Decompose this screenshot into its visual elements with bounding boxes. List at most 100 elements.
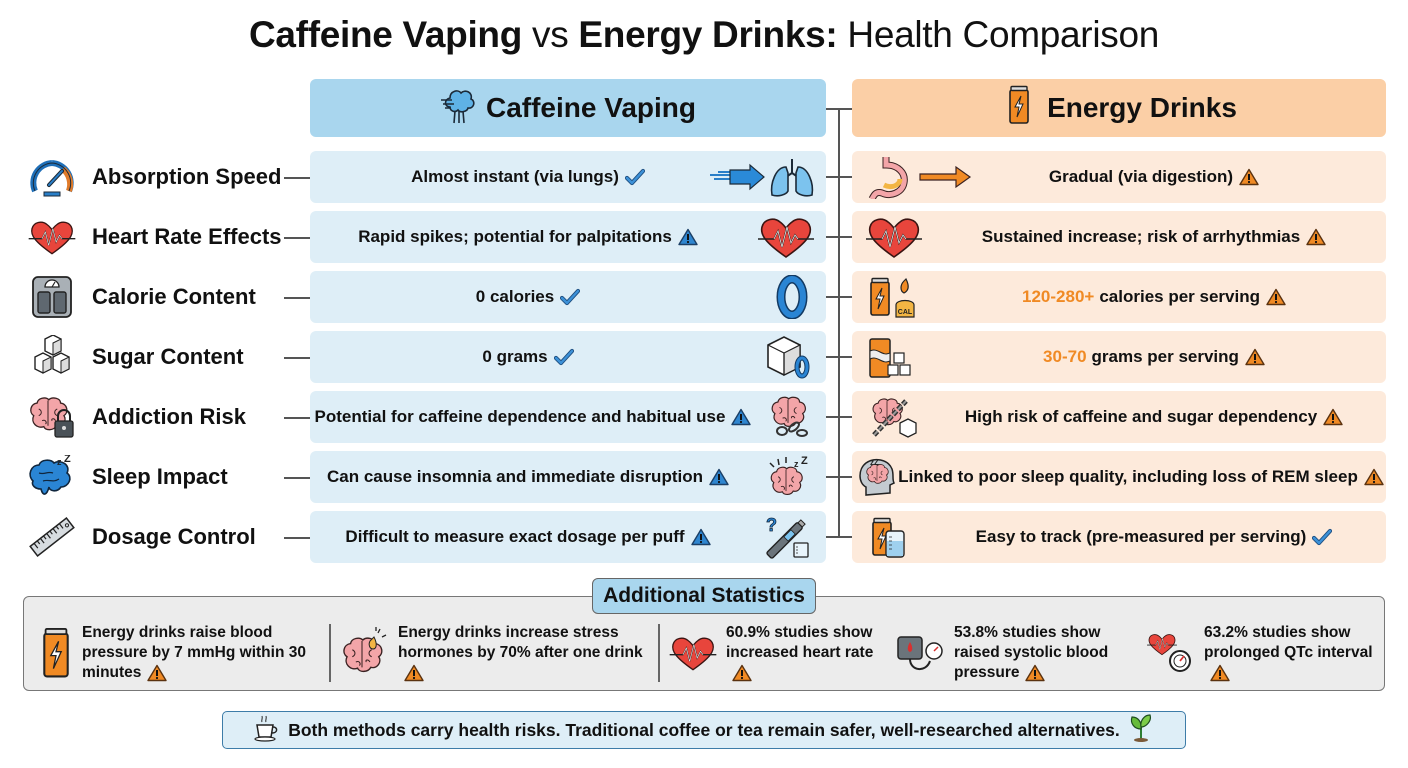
vape-dosage-cell: Difficult to measure exact dosage per pu… [310,511,826,563]
ruler-icon [24,514,80,560]
vape-absorption-cell: Almost instant (via lungs) [310,151,826,203]
brain-chain-sugar-icon [864,395,924,439]
connector-tick [826,236,852,238]
row-connector [284,237,310,239]
drink-sugar-cell: 30-70 grams per serving [852,331,1386,383]
vape-pen-question-icon: ? [756,515,816,559]
row-connector [284,297,310,299]
vape-sleep-cell: Can cause insomnia and immediate disrupt… [310,451,826,503]
vape-addiction-cell: Potential for caffeine dependence and ha… [310,391,826,443]
stat-qtc-interval: 63.2% studies show prolonged QTc interva… [1146,620,1386,686]
connector-tick [826,356,852,358]
title-health-comparison: Health Comparison [837,14,1160,55]
vapor-cloud-icon [440,85,476,132]
column-header-energy-drinks: Energy Drinks [852,79,1386,137]
cell-text: Almost instant (via lungs) [411,167,619,186]
stat-text: 53.8% studies show raised systolic blood… [954,623,1146,683]
drink-addiction-cell: High risk of caffeine and sugar dependen… [852,391,1386,443]
can-measuring-cup-icon [864,515,924,559]
stat-stress-hormones: Energy drinks increase stress hormones b… [340,620,650,686]
warning-icon [1245,348,1265,366]
title-vs: vs [522,14,579,55]
svg-text:z: z [794,459,799,469]
calorie-range: 120-280+ [1022,287,1095,306]
row-label-text: Calorie Content [92,284,256,309]
drink-heart-rate-cell: Sustained increase; risk of arrhythmias [852,211,1386,263]
row-label-text: Heart Rate Effects [92,224,282,249]
row-label-absorption-speed: Absorption Speed [24,151,314,203]
cell-text: Potential for caffeine dependence and ha… [314,407,726,426]
can-calories-icon: CAL [864,275,924,319]
connector-tick [826,476,852,478]
stat-systolic-pressure: 53.8% studies show raised systolic blood… [896,620,1146,686]
svg-text:?: ? [766,515,777,535]
warning-icon [732,664,752,682]
warning-icon [1364,468,1384,486]
stat-text: Energy drinks raise blood pressure by 7 … [82,623,323,683]
title-vaping: Caffeine Vaping [248,14,523,55]
footer-text: Both methods carry health risks. Traditi… [288,719,1120,740]
heart-pulse-icon [24,214,80,260]
cell-text: 0 grams [482,347,548,366]
cell-text: Can cause insomnia and immediate disrupt… [327,467,703,486]
vape-heart-rate-cell: Rapid spikes; potential for palpitations [310,211,826,263]
warning-icon [147,664,167,682]
stat-divider [658,624,660,682]
stat-text-content: 63.2% studies show prolonged QTc interva… [1204,624,1373,661]
drink-dosage-cell: Easy to track (pre-measured per serving) [852,511,1386,563]
row-label-heart-rate-effects: Heart Rate Effects [24,211,314,263]
warning-icon [709,468,729,486]
brain-lock-icon [24,394,80,440]
footer-note: Both methods carry health risks. Traditi… [222,711,1186,749]
speedometer-icon [24,154,80,200]
drink-absorption-cell: Gradual (via digestion) [852,151,1386,203]
statistics-title: Additional Statistics [592,578,816,614]
cell-text: grams per serving [1091,347,1239,366]
stat-blood-pressure-rise: Energy drinks raise blood pressure by 7 … [38,620,323,686]
stomach-arrow-icon [864,155,980,199]
svg-text:zZ: zZ [870,458,879,467]
row-label-calorie-content: Calorie Content [24,271,314,323]
stat-heart-rate: 60.9% studies show increased heart rate [668,620,896,686]
blood-pressure-monitor-icon [896,627,946,679]
cell-text: calories per serving [1099,287,1260,306]
row-label-text: Addiction Risk [92,404,247,429]
heart-pulse-icon [864,215,924,259]
heart-pulse-icon [668,627,718,679]
stat-divider [329,624,331,682]
warning-icon [678,228,698,246]
heart-gauge-icon [1146,627,1196,679]
warning-icon [1210,664,1230,682]
svg-text:z: z [57,457,62,467]
sugar-cubes-icon [24,334,80,380]
cell-text: High risk of caffeine and sugar dependen… [964,407,1318,426]
warning-icon [404,664,424,682]
stat-text-content: 60.9% studies show increased heart rate [726,624,874,661]
row-label-text: Sleep Impact [92,464,228,489]
can-sugar-icon [864,335,924,379]
svg-text:CAL: CAL [898,309,913,316]
energy-can-icon [38,627,74,679]
zero-icon [756,275,816,319]
stressed-brain-icon [340,627,390,679]
connector-tick [826,176,852,178]
check-icon [1312,528,1332,546]
cell-text: Linked to poor sleep quality, including … [898,467,1358,486]
warning-icon [731,408,751,426]
row-label-dosage-control: Dosage Control [24,511,314,563]
warning-icon [691,528,711,546]
vape-sugar-cell: 0 grams [310,331,826,383]
sugar-range: 30-70 [1043,347,1087,366]
connector-spine [838,108,840,536]
stat-text: 63.2% studies show prolonged QTc interva… [1204,623,1386,683]
stat-text: Energy drinks increase stress hormones b… [398,623,650,683]
warning-icon [1266,288,1286,306]
cell-text: Gradual (via digestion) [1048,167,1234,186]
cell-text: Easy to track (pre-measured per serving) [975,527,1307,546]
vape-calorie-cell: 0 calories [310,271,826,323]
row-connector [284,477,310,479]
warning-icon [1323,408,1343,426]
cell-text: Rapid spikes; potential for palpitations [358,227,672,246]
row-label-text: Dosage Control [92,524,256,549]
